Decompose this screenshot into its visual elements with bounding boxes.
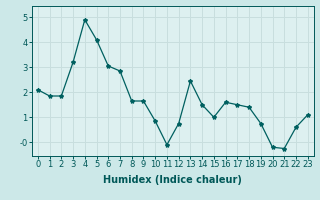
X-axis label: Humidex (Indice chaleur): Humidex (Indice chaleur) xyxy=(103,175,242,185)
